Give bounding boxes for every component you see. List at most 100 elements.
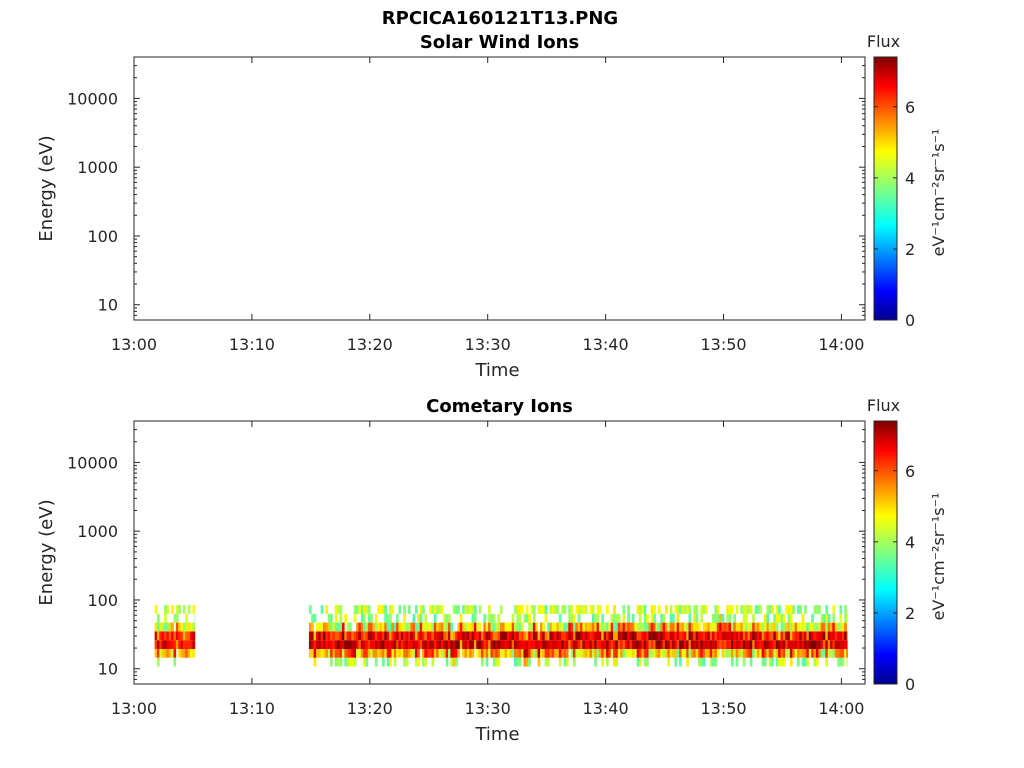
flux-cell <box>410 622 413 632</box>
flux-cell <box>471 622 475 632</box>
flux-cell <box>594 613 597 623</box>
flux-cell <box>157 613 160 623</box>
flux-cell <box>462 648 465 658</box>
flux-cell <box>667 631 670 641</box>
flux-cell <box>679 622 682 632</box>
x-tick-label: 13:20 <box>347 335 393 354</box>
flux-cell <box>488 648 491 658</box>
flux-cell <box>815 657 819 667</box>
flux-cell <box>492 622 496 632</box>
flux-cell <box>192 640 196 649</box>
flux-cell <box>161 622 165 632</box>
flux-cell <box>580 622 583 632</box>
flux-cell <box>615 648 619 658</box>
flux-cell <box>594 631 597 641</box>
flux-cell <box>582 631 586 641</box>
flux-cell <box>813 657 817 667</box>
flux-cell <box>462 631 465 641</box>
flux-cell <box>474 605 477 614</box>
flux-cell <box>688 648 692 658</box>
flux-cell <box>180 631 184 641</box>
flux-cell <box>532 622 536 632</box>
flux-cell <box>565 622 569 632</box>
flux-cell <box>589 640 593 649</box>
flux-cell <box>185 640 188 649</box>
flux-cell <box>440 631 444 641</box>
flux-cell <box>316 631 319 641</box>
flux-cell <box>738 622 741 632</box>
flux-cell <box>175 640 179 649</box>
flux-cell <box>601 657 604 667</box>
flux-cell <box>353 605 357 614</box>
flux-cell <box>573 631 576 641</box>
flux-cell <box>792 622 795 632</box>
flux-cell <box>474 640 477 649</box>
flux-cell <box>686 605 689 614</box>
flux-cell <box>780 622 784 632</box>
flux-cell <box>766 648 770 658</box>
flux-cell <box>624 622 628 632</box>
flux-cell <box>613 622 616 632</box>
flux-cell <box>598 640 602 649</box>
flux-cell <box>407 648 411 658</box>
flux-cell <box>716 648 720 658</box>
flux-cell <box>323 622 326 632</box>
flux-cell <box>674 605 678 614</box>
flux-cell <box>629 640 633 649</box>
flux-cell <box>497 648 501 658</box>
flux-cell <box>424 613 428 623</box>
flux-cell <box>440 648 444 658</box>
flux-cell <box>820 613 824 623</box>
flux-cell <box>582 640 586 649</box>
flux-cell <box>825 613 828 623</box>
flux-cell <box>669 640 673 649</box>
flux-cell <box>393 657 397 667</box>
flux-cell <box>775 631 779 641</box>
flux-cell <box>643 648 647 658</box>
flux-cell <box>405 657 409 667</box>
flux-cell <box>789 648 793 658</box>
flux-cell <box>707 631 711 641</box>
flux-cell <box>185 622 188 632</box>
flux-cell <box>771 657 774 667</box>
flux-cell <box>422 622 425 632</box>
flux-cell <box>568 640 571 649</box>
flux-cell <box>327 613 331 623</box>
flux-cell <box>700 648 703 658</box>
flux-cell <box>398 631 402 641</box>
flux-cell <box>464 622 468 632</box>
flux-cell <box>764 648 767 658</box>
flux-cell <box>639 605 642 614</box>
flux-cell <box>389 622 392 632</box>
flux-cell <box>844 605 847 614</box>
flux-cell <box>558 622 562 632</box>
flux-cell <box>396 648 399 658</box>
flux-cell <box>808 631 812 641</box>
flux-cell <box>688 613 692 623</box>
flux-cell <box>504 622 508 632</box>
flux-cell <box>613 605 616 614</box>
flux-cell <box>667 648 670 658</box>
flux-cell <box>594 640 597 649</box>
flux-cell <box>608 622 612 632</box>
flux-cell <box>426 648 430 658</box>
flux-cell <box>415 605 418 614</box>
flux-cell <box>400 648 404 658</box>
flux-cell <box>563 622 567 632</box>
flux-cell <box>662 640 666 649</box>
flux-cell <box>379 648 383 658</box>
panel-2: Cometary Ions 13:00 13:10 13:20 13:30 13:40 13… <box>36 396 948 745</box>
flux-cell <box>584 631 588 641</box>
flux-cell <box>690 640 694 649</box>
flux-cell <box>688 640 692 649</box>
flux-cell <box>650 631 654 641</box>
flux-cell <box>839 640 843 649</box>
x-tick-label: 13:40 <box>583 335 629 354</box>
flux-cell <box>542 648 545 658</box>
flux-cell <box>436 605 439 614</box>
flux-cell <box>693 631 696 641</box>
flux-cell <box>492 613 496 623</box>
flux-cell <box>617 631 621 641</box>
flux-cell <box>634 640 637 649</box>
flux-cell <box>457 640 461 649</box>
